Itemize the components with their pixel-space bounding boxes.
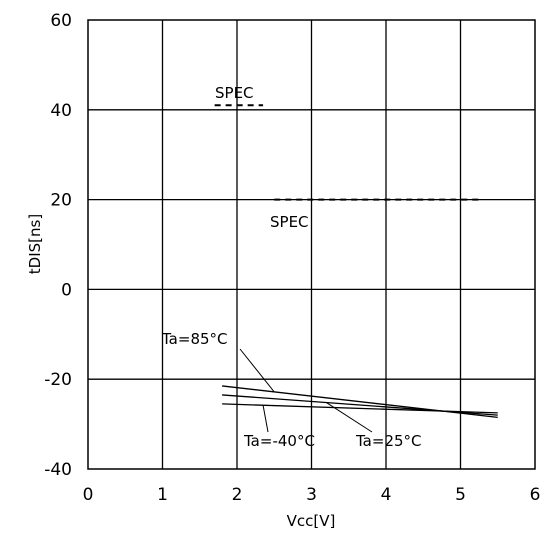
x-tick-label: 3 [306,485,317,505]
x-axis-label: Vcc[V] [287,512,336,530]
y-tick-label: -40 [44,460,72,480]
spec-label-lower: SPEC [270,213,309,231]
y-tick-label: 20 [50,191,72,211]
x-tick-label: 6 [530,485,541,505]
leader-lines [239,348,373,433]
leader-85c [239,348,275,393]
y-tick-label: 0 [61,280,72,300]
spec-label-upper: SPEC [215,84,254,102]
series-label-85c: Ta=85°C [161,330,228,348]
y-tick-label: 40 [50,101,72,121]
series [222,385,498,419]
grid [88,20,535,469]
y-tick-label: 60 [50,11,72,31]
x-tick-label: 2 [232,485,243,505]
x-tick-label: 0 [83,485,94,505]
series-label-minus40c: Ta=-40°C [243,432,315,450]
x-tick-label: 5 [455,485,466,505]
y-axis-label: tDIS[ns] [26,214,44,274]
plot-frame [87,19,536,470]
y-tick-label: -20 [44,370,72,390]
series-line-ta-40-c [222,403,498,414]
leader-minus40c [262,405,269,433]
x-tick-label: 1 [157,485,168,505]
x-tick-label: 4 [381,485,392,505]
leader-25c [326,402,373,433]
spec-lines [214,104,483,201]
series-label-25c: Ta=25°C [355,432,422,450]
tick-labels: 0 1 2 3 4 5 6 60 40 20 0 -20 -40 [44,11,540,505]
